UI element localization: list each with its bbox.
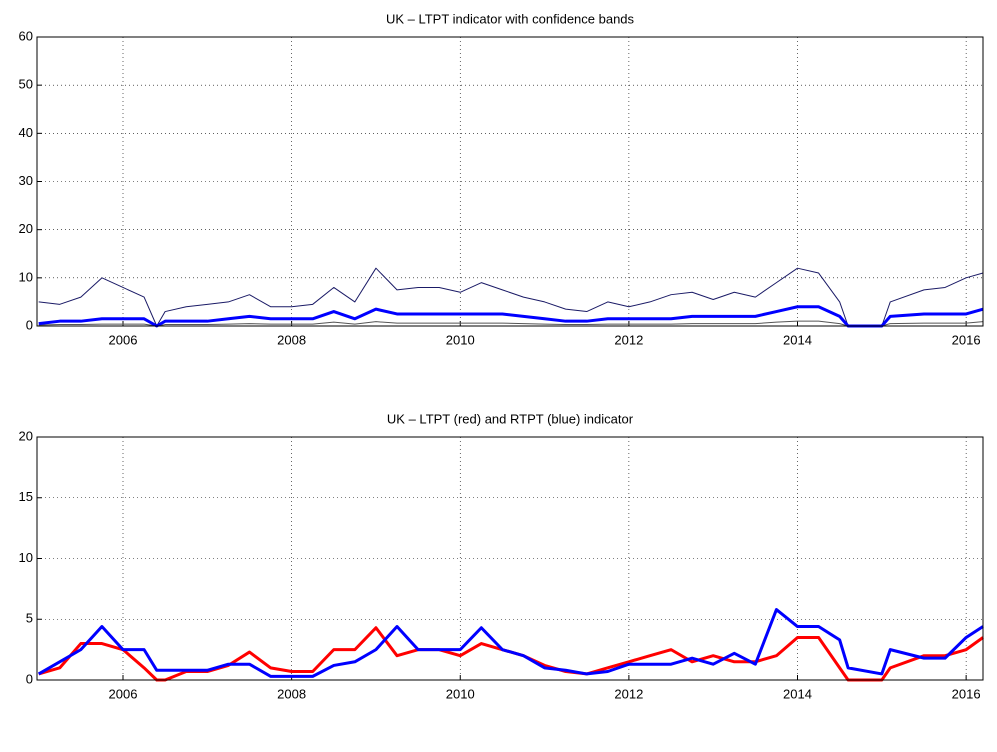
x-tick-label: 2010 — [446, 686, 475, 701]
y-tick-label: 30 — [19, 173, 33, 188]
y-tick-label: 40 — [19, 125, 33, 140]
y-tick-label: 10 — [19, 269, 33, 284]
series-line — [38, 267, 984, 327]
y-tick-label: 10 — [19, 550, 33, 565]
plot-frame — [36, 36, 984, 327]
x-tick-label: 2008 — [277, 332, 306, 347]
y-tick-label: 20 — [19, 221, 33, 236]
x-tick-label: 2014 — [783, 332, 812, 347]
y-tick-label: 60 — [19, 28, 33, 43]
x-tick-label: 2012 — [614, 686, 643, 701]
y-tick-label: 20 — [19, 428, 33, 443]
x-tick-label: 2016 — [952, 332, 981, 347]
x-tick-label: 2006 — [109, 332, 138, 347]
y-tick-label: 5 — [26, 611, 33, 626]
y-tick-label: 0 — [26, 317, 33, 332]
series-line — [38, 320, 984, 327]
x-tick-label: 2016 — [952, 686, 981, 701]
y-tick-label: 15 — [19, 489, 33, 504]
y-tick-label: 0 — [26, 671, 33, 686]
x-tick-label: 2010 — [446, 332, 475, 347]
chart-title: UK – LTPT indicator with confidence band… — [386, 11, 635, 26]
series-line — [38, 305, 984, 328]
x-tick-label: 2014 — [783, 686, 812, 701]
plot-frame — [36, 436, 984, 681]
y-tick-label: 50 — [19, 77, 33, 92]
x-tick-label: 2006 — [109, 686, 138, 701]
chart-title: UK – LTPT (red) and RTPT (blue) indicato… — [387, 411, 634, 426]
series-line — [37, 608, 984, 678]
x-tick-label: 2008 — [277, 686, 306, 701]
x-tick-label: 2012 — [614, 332, 643, 347]
